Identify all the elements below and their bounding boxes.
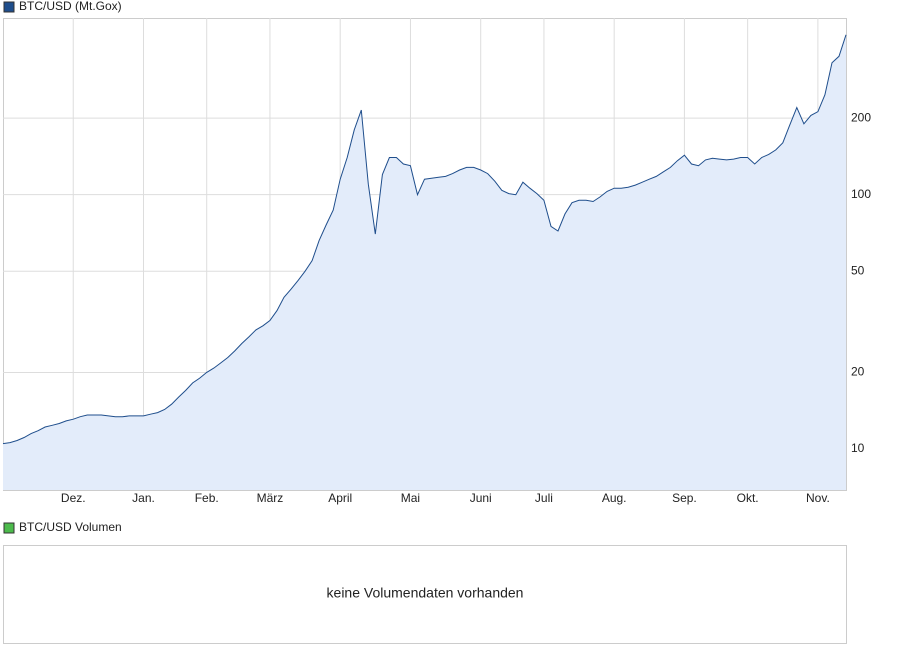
legend-swatch (3, 1, 15, 13)
y-tick-label: 100 (851, 187, 871, 201)
x-tick-label: Okt. (737, 491, 759, 505)
x-tick-label: Jan. (132, 491, 155, 505)
x-tick-label: April (328, 491, 352, 505)
x-tick-label: Feb. (195, 491, 219, 505)
x-tick-label: Mai (401, 491, 420, 505)
y-tick-label: 200 (851, 110, 871, 124)
legend-label: BTC/USD (Mt.Gox) (19, 0, 122, 13)
x-tick-label: Nov. (806, 491, 830, 505)
price-line (2, 34, 847, 445)
legend-swatch (3, 522, 15, 534)
y-tick-label: 50 (851, 263, 865, 277)
volume-frame (3, 545, 847, 644)
no-data-message: keine Volumendaten vorhanden (327, 585, 524, 601)
x-tick-label: Sep. (672, 491, 697, 505)
area-fill (3, 34, 846, 491)
y-tick-label: 20 (851, 365, 865, 379)
y-tick-label: 10 (851, 441, 865, 455)
x-tick-label: Juni (470, 491, 492, 505)
x-tick-label: Dez. (61, 491, 86, 505)
x-tick-label: Aug. (602, 491, 627, 505)
legend-label: BTC/USD Volumen (19, 520, 122, 534)
x-tick-label: Juli (535, 491, 553, 505)
x-tick-label: März (257, 491, 284, 505)
